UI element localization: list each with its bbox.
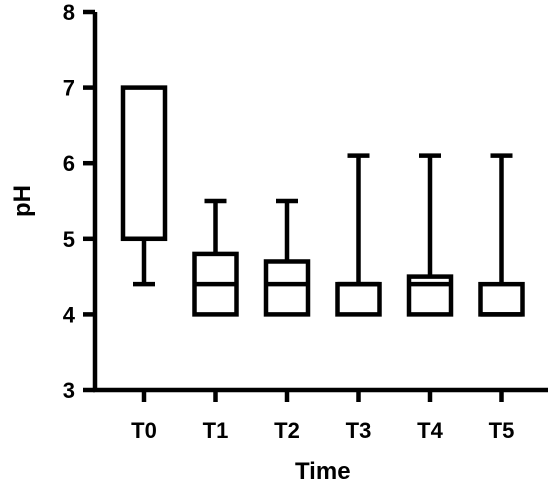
box-iqr — [120, 85, 168, 242]
boxes-layer — [120, 85, 525, 317]
x-tick-label: T3 — [346, 418, 372, 443]
y-tick-label: 5 — [63, 227, 75, 252]
box-iqr — [478, 281, 525, 317]
y-tick-label: 6 — [63, 151, 75, 176]
x-tick-label: T1 — [203, 418, 229, 443]
box-t1 — [192, 198, 239, 317]
box-t0 — [120, 85, 168, 287]
y-axis: 3 4 5 6 7 8 — [63, 0, 98, 403]
box-iqr — [263, 259, 311, 317]
box-iqr — [335, 281, 382, 317]
box-t3 — [335, 153, 382, 317]
x-tick-label: T5 — [489, 418, 515, 443]
x-tick-label: T4 — [417, 418, 443, 443]
x-tick-label: T2 — [274, 418, 300, 443]
box-t5 — [478, 153, 525, 317]
x-axis-title: Time — [295, 458, 351, 485]
x-tick-label: T0 — [131, 418, 157, 443]
y-tick-label: 3 — [63, 378, 75, 403]
y-tick-label: 4 — [63, 302, 76, 327]
x-axis: T0 T1 T2 T3 T4 T5 — [93, 387, 548, 443]
y-axis-title: pH — [9, 185, 36, 217]
box-t4 — [406, 153, 454, 317]
box-t2 — [263, 198, 311, 317]
y-tick-label: 7 — [63, 76, 75, 101]
y-tick-label: 8 — [63, 0, 75, 25]
